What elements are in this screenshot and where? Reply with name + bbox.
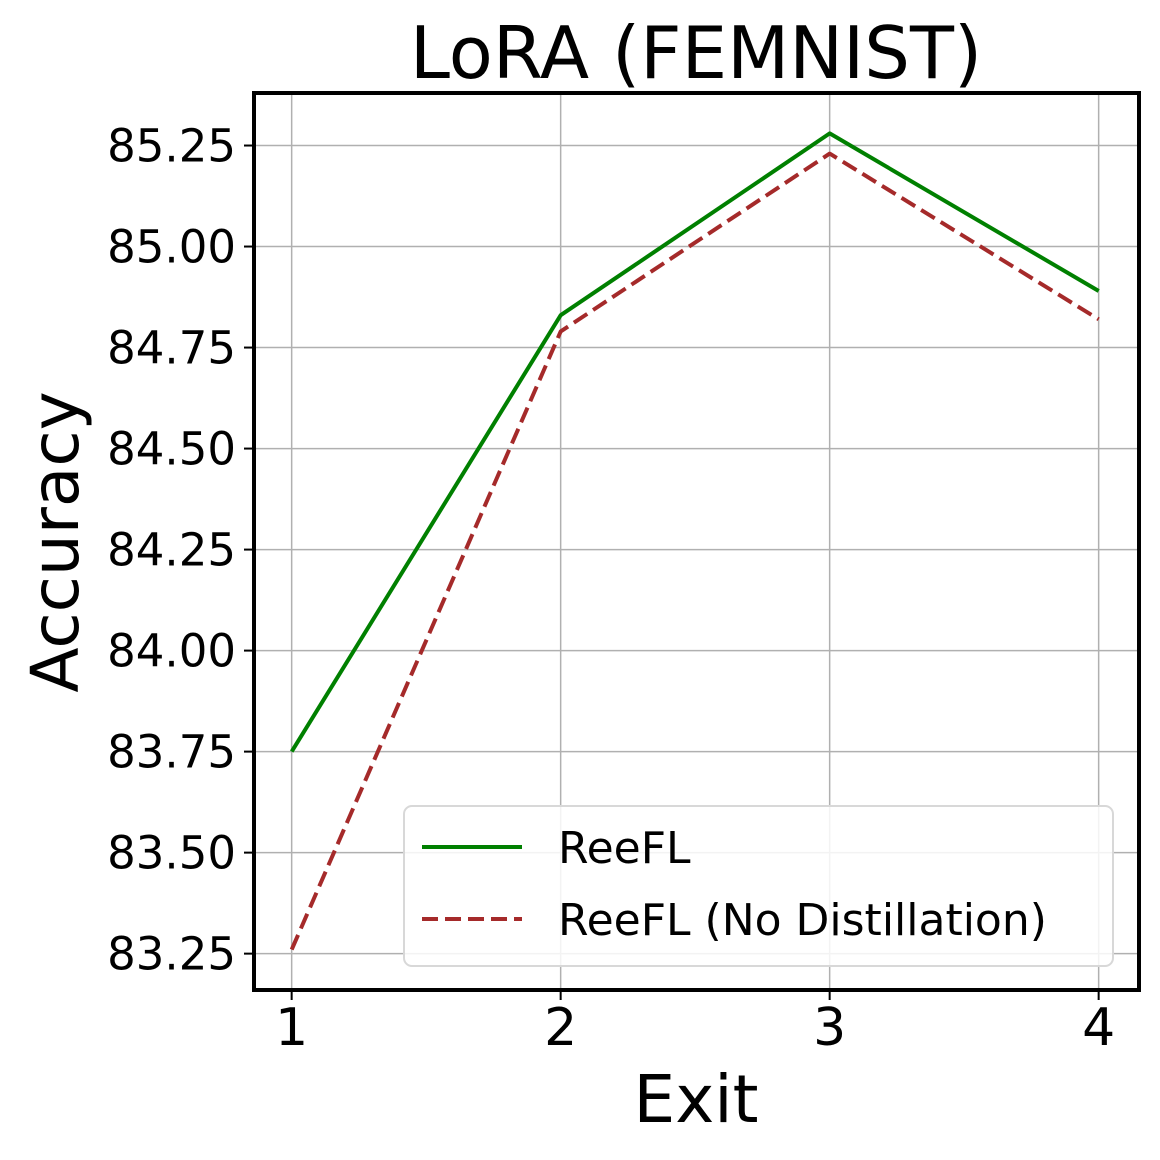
legend-box <box>403 805 1114 967</box>
y-axis: 83.25 83.50 83.75 84.00 84.25 84.50 84.75 85.00… <box>107 120 254 981</box>
series-line-reefl <box>289 131 1100 753</box>
y-tick-label: 83.25 <box>107 928 236 981</box>
y-tick-label: 83.75 <box>107 726 236 779</box>
legend-label-reefl: ReeFL <box>558 823 691 874</box>
legend-label-reefl-no-distillation: ReeFL (No Distillation) <box>558 895 1047 946</box>
plot-frame <box>252 91 1141 992</box>
series-line-reefl-no-distillation <box>289 151 1100 951</box>
x-axis-label: Exit <box>634 1061 759 1138</box>
y-tick-label: 84.25 <box>107 524 236 577</box>
y-tick-label: 84.50 <box>107 423 236 476</box>
y-axis-label: Accuracy <box>17 391 94 692</box>
y-tick-label: 83.50 <box>107 827 236 880</box>
x-axis: 1 2 3 4 <box>275 990 1115 1058</box>
chart-title: LoRA (FEMNIST) <box>410 11 982 95</box>
series-layer <box>289 131 1100 951</box>
x-tick-label: 3 <box>813 998 846 1058</box>
y-tick-label: 85.00 <box>107 221 236 274</box>
y-tick-label: 84.75 <box>107 322 236 375</box>
legend: ReeFL ReeFL (No Distillation) <box>403 805 1114 967</box>
x-tick-label: 4 <box>1082 998 1115 1058</box>
x-tick-label: 2 <box>544 998 577 1058</box>
x-tick-label: 1 <box>275 998 308 1058</box>
y-tick-label: 84.00 <box>107 625 236 678</box>
y-tick-label: 85.25 <box>107 120 236 173</box>
